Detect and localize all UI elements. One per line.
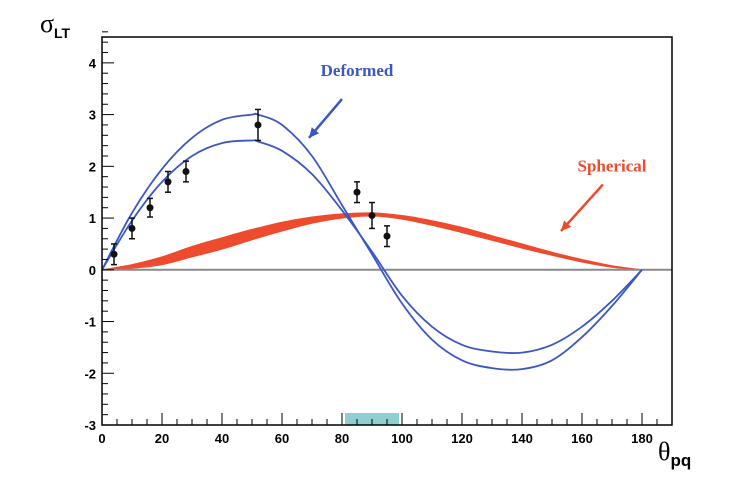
y-tick-label: 3 — [89, 108, 96, 123]
x-tick-label: 100 — [391, 431, 413, 446]
x-tick-label: 60 — [275, 431, 289, 446]
y-tick-label: 4 — [89, 56, 97, 71]
data-point — [110, 250, 118, 258]
data-point — [383, 232, 391, 240]
y-axis-label: σLT — [40, 9, 71, 41]
x-tick-label: 160 — [571, 431, 593, 446]
y-tick-label: 2 — [89, 159, 96, 174]
data-point — [128, 224, 136, 232]
data-point — [368, 211, 376, 219]
x-tick-label: 140 — [511, 431, 533, 446]
data-point — [254, 121, 262, 129]
annotation-arrow-head — [309, 127, 320, 138]
x-tick-label: 40 — [215, 431, 229, 446]
x-tick-label: 0 — [98, 431, 105, 446]
x-tick-label: 120 — [451, 431, 473, 446]
y-tick-label: -3 — [84, 418, 96, 433]
data-point — [182, 168, 190, 176]
y-tick-label: 1 — [89, 211, 96, 226]
annotation-deformed: Deformed — [321, 61, 394, 80]
annotation-arrow-shaft — [560, 183, 604, 232]
y-tick-label: 0 — [89, 263, 96, 278]
x-tick-label: 80 — [335, 431, 349, 446]
data-point — [353, 188, 361, 196]
y-tick-label: -1 — [84, 315, 96, 330]
data-point — [164, 178, 172, 186]
annotation-spherical: Spherical — [578, 157, 647, 176]
x-tick-label: 180 — [631, 431, 653, 446]
x-tick-label: 20 — [155, 431, 169, 446]
deformed-curve-2 — [101, 139, 643, 354]
y-tick-label: -2 — [84, 366, 96, 381]
annotation-arrow-head — [561, 220, 572, 231]
data-point — [146, 204, 154, 212]
x-axis-label: θpq — [658, 437, 691, 470]
